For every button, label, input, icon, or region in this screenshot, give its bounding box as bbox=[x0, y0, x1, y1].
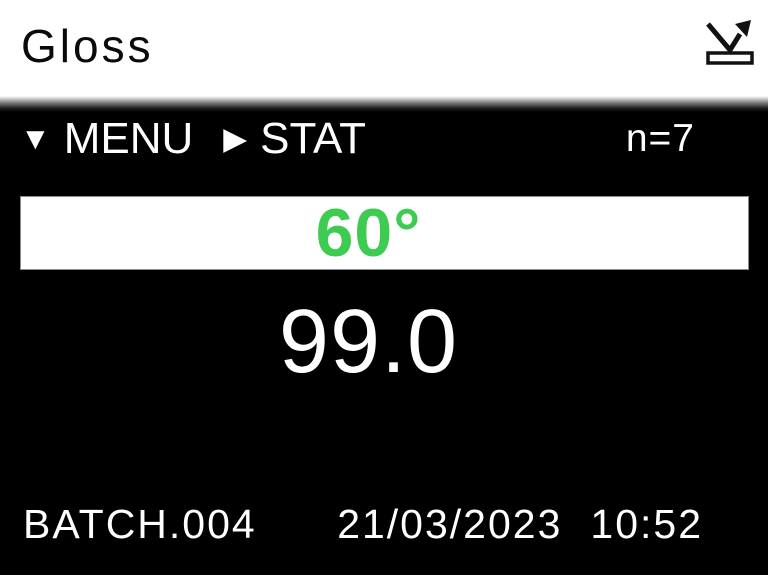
header-shadow bbox=[0, 96, 768, 112]
status-bar: BATCH.004 21/03/2023 10:52 bbox=[23, 500, 703, 548]
angle-value: 60° bbox=[315, 195, 422, 271]
gloss-reflectance-icon bbox=[706, 20, 754, 65]
menu-bar: ▼ MENU ▶ STAT n=7 bbox=[20, 112, 768, 166]
stat-label: STAT bbox=[260, 114, 367, 163]
angle-banner: 60° bbox=[20, 196, 749, 270]
header: Gloss bbox=[0, 0, 768, 96]
stat-button[interactable]: ▶ STAT bbox=[223, 112, 366, 166]
triangle-right-icon: ▶ bbox=[223, 121, 248, 156]
gloss-value: 99.0 bbox=[278, 292, 459, 392]
time-label: 10:52 bbox=[590, 501, 703, 547]
batch-label: BATCH.004 bbox=[23, 501, 257, 547]
reading-count: n=7 bbox=[625, 117, 695, 160]
datetime: 21/03/2023 10:52 bbox=[337, 500, 703, 548]
menu-label: MENU bbox=[63, 114, 194, 163]
date-label: 21/03/2023 bbox=[337, 501, 563, 547]
triangle-down-icon: ▼ bbox=[20, 121, 51, 156]
page-title: Gloss bbox=[21, 20, 154, 72]
menu-button[interactable]: ▼ MENU bbox=[20, 112, 193, 166]
